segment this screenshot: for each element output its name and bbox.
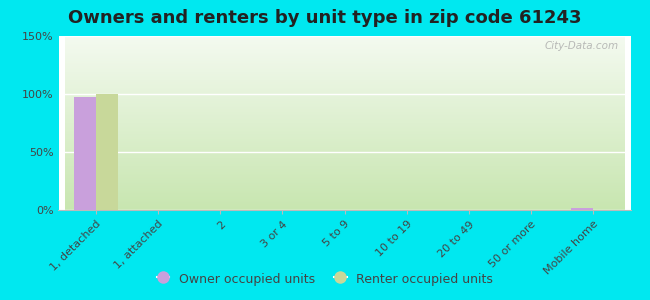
Text: City-Data.com: City-Data.com (545, 41, 619, 51)
Text: Owners and renters by unit type in zip code 61243: Owners and renters by unit type in zip c… (68, 9, 582, 27)
Bar (74, 98, 96, 210)
Bar (96, 94, 118, 210)
Bar (571, 208, 593, 210)
Legend: Owner occupied units, Renter occupied units: Owner occupied units, Renter occupied un… (151, 267, 499, 291)
